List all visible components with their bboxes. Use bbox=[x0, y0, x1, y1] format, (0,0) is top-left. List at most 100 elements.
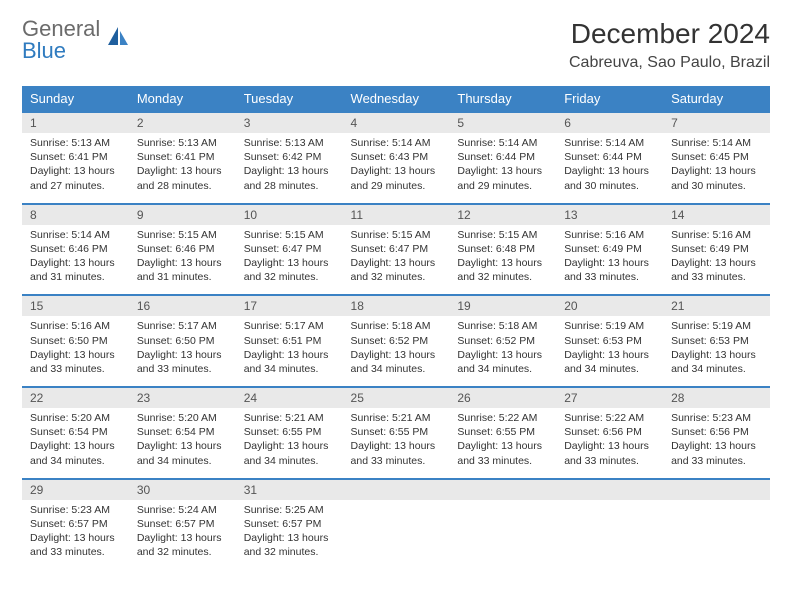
sunset-line: Sunset: 6:52 PM bbox=[351, 334, 442, 348]
sunset-line: Sunset: 6:55 PM bbox=[351, 425, 442, 439]
day-number: 31 bbox=[236, 480, 343, 500]
day-details: Sunrise: 5:14 AMSunset: 6:44 PMDaylight:… bbox=[556, 133, 663, 203]
daylight-line: Daylight: 13 hours and 33 minutes. bbox=[30, 531, 121, 559]
daylight-line: Daylight: 13 hours and 34 minutes. bbox=[671, 348, 762, 376]
daylight-line: Daylight: 13 hours and 33 minutes. bbox=[564, 439, 655, 467]
day-number: 12 bbox=[449, 205, 556, 225]
sunrise-line: Sunrise: 5:14 AM bbox=[671, 136, 762, 150]
sunrise-line: Sunrise: 5:13 AM bbox=[30, 136, 121, 150]
sunrise-line: Sunrise: 5:14 AM bbox=[30, 228, 121, 242]
sunset-line: Sunset: 6:47 PM bbox=[351, 242, 442, 256]
day-number: 28 bbox=[663, 388, 770, 408]
sunset-line: Sunset: 6:55 PM bbox=[457, 425, 548, 439]
calendar-cell: 28Sunrise: 5:23 AMSunset: 6:56 PMDayligh… bbox=[663, 387, 770, 479]
sunset-line: Sunset: 6:44 PM bbox=[564, 150, 655, 164]
daylight-line: Daylight: 13 hours and 30 minutes. bbox=[564, 164, 655, 192]
daylight-line: Daylight: 13 hours and 32 minutes. bbox=[244, 256, 335, 284]
day-details: Sunrise: 5:19 AMSunset: 6:53 PMDaylight:… bbox=[663, 316, 770, 386]
day-number: 10 bbox=[236, 205, 343, 225]
day-number: 16 bbox=[129, 296, 236, 316]
calendar-cell: 7Sunrise: 5:14 AMSunset: 6:45 PMDaylight… bbox=[663, 112, 770, 204]
calendar-cell: 6Sunrise: 5:14 AMSunset: 6:44 PMDaylight… bbox=[556, 112, 663, 204]
daylight-line: Daylight: 13 hours and 34 minutes. bbox=[244, 439, 335, 467]
calendar-cell: 9Sunrise: 5:15 AMSunset: 6:46 PMDaylight… bbox=[129, 204, 236, 296]
sunrise-line: Sunrise: 5:16 AM bbox=[564, 228, 655, 242]
day-details: Sunrise: 5:23 AMSunset: 6:57 PMDaylight:… bbox=[22, 500, 129, 570]
sunset-line: Sunset: 6:48 PM bbox=[457, 242, 548, 256]
daylight-line: Daylight: 13 hours and 33 minutes. bbox=[351, 439, 442, 467]
sunrise-line: Sunrise: 5:21 AM bbox=[244, 411, 335, 425]
calendar-cell: 30Sunrise: 5:24 AMSunset: 6:57 PMDayligh… bbox=[129, 479, 236, 570]
day-details: Sunrise: 5:22 AMSunset: 6:56 PMDaylight:… bbox=[556, 408, 663, 478]
sunset-line: Sunset: 6:54 PM bbox=[137, 425, 228, 439]
sunrise-line: Sunrise: 5:17 AM bbox=[244, 319, 335, 333]
calendar-cell: 29Sunrise: 5:23 AMSunset: 6:57 PMDayligh… bbox=[22, 479, 129, 570]
location-text: Cabreuva, Sao Paulo, Brazil bbox=[569, 54, 770, 72]
calendar-cell: 17Sunrise: 5:17 AMSunset: 6:51 PMDayligh… bbox=[236, 295, 343, 387]
sunrise-line: Sunrise: 5:25 AM bbox=[244, 503, 335, 517]
day-details: Sunrise: 5:13 AMSunset: 6:41 PMDaylight:… bbox=[22, 133, 129, 203]
daylight-line: Daylight: 13 hours and 32 minutes. bbox=[457, 256, 548, 284]
sunrise-line: Sunrise: 5:16 AM bbox=[671, 228, 762, 242]
day-details: Sunrise: 5:14 AMSunset: 6:43 PMDaylight:… bbox=[343, 133, 450, 203]
logo-text-blue: Blue bbox=[22, 38, 66, 63]
daylight-line: Daylight: 13 hours and 31 minutes. bbox=[30, 256, 121, 284]
calendar-cell: 10Sunrise: 5:15 AMSunset: 6:47 PMDayligh… bbox=[236, 204, 343, 296]
sunset-line: Sunset: 6:41 PM bbox=[137, 150, 228, 164]
weekday-header: Monday bbox=[129, 86, 236, 112]
calendar-cell: 27Sunrise: 5:22 AMSunset: 6:56 PMDayligh… bbox=[556, 387, 663, 479]
sunset-line: Sunset: 6:57 PM bbox=[30, 517, 121, 531]
sunset-line: Sunset: 6:52 PM bbox=[457, 334, 548, 348]
day-details: Sunrise: 5:19 AMSunset: 6:53 PMDaylight:… bbox=[556, 316, 663, 386]
sunset-line: Sunset: 6:50 PM bbox=[30, 334, 121, 348]
daylight-line: Daylight: 13 hours and 33 minutes. bbox=[30, 348, 121, 376]
sunrise-line: Sunrise: 5:19 AM bbox=[671, 319, 762, 333]
daylight-line: Daylight: 13 hours and 33 minutes. bbox=[671, 439, 762, 467]
day-details: Sunrise: 5:17 AMSunset: 6:50 PMDaylight:… bbox=[129, 316, 236, 386]
day-number: 3 bbox=[236, 113, 343, 133]
daylight-line: Daylight: 13 hours and 34 minutes. bbox=[30, 439, 121, 467]
daylight-line: Daylight: 13 hours and 32 minutes. bbox=[244, 531, 335, 559]
sunrise-line: Sunrise: 5:18 AM bbox=[351, 319, 442, 333]
sunset-line: Sunset: 6:46 PM bbox=[137, 242, 228, 256]
day-number: 5 bbox=[449, 113, 556, 133]
daylight-line: Daylight: 13 hours and 27 minutes. bbox=[30, 164, 121, 192]
calendar-cell: 14Sunrise: 5:16 AMSunset: 6:49 PMDayligh… bbox=[663, 204, 770, 296]
day-details: Sunrise: 5:15 AMSunset: 6:46 PMDaylight:… bbox=[129, 225, 236, 295]
day-number: 18 bbox=[343, 296, 450, 316]
daylight-line: Daylight: 13 hours and 30 minutes. bbox=[671, 164, 762, 192]
calendar-cell: 5Sunrise: 5:14 AMSunset: 6:44 PMDaylight… bbox=[449, 112, 556, 204]
calendar-cell-empty bbox=[663, 479, 770, 570]
logo: General Blue bbox=[22, 18, 130, 62]
calendar-cell: 4Sunrise: 5:14 AMSunset: 6:43 PMDaylight… bbox=[343, 112, 450, 204]
sunrise-line: Sunrise: 5:15 AM bbox=[137, 228, 228, 242]
day-details: Sunrise: 5:13 AMSunset: 6:42 PMDaylight:… bbox=[236, 133, 343, 203]
day-number: 2 bbox=[129, 113, 236, 133]
weekday-header-row: SundayMondayTuesdayWednesdayThursdayFrid… bbox=[22, 86, 770, 112]
day-number: 25 bbox=[343, 388, 450, 408]
calendar-cell: 2Sunrise: 5:13 AMSunset: 6:41 PMDaylight… bbox=[129, 112, 236, 204]
weekday-header: Thursday bbox=[449, 86, 556, 112]
day-number: 4 bbox=[343, 113, 450, 133]
sunrise-line: Sunrise: 5:24 AM bbox=[137, 503, 228, 517]
day-number: 14 bbox=[663, 205, 770, 225]
sunrise-line: Sunrise: 5:15 AM bbox=[351, 228, 442, 242]
sail-icon bbox=[104, 25, 130, 56]
daylight-line: Daylight: 13 hours and 33 minutes. bbox=[137, 348, 228, 376]
day-details: Sunrise: 5:20 AMSunset: 6:54 PMDaylight:… bbox=[22, 408, 129, 478]
sunrise-line: Sunrise: 5:14 AM bbox=[564, 136, 655, 150]
day-number: 8 bbox=[22, 205, 129, 225]
day-number: 15 bbox=[22, 296, 129, 316]
calendar-cell: 1Sunrise: 5:13 AMSunset: 6:41 PMDaylight… bbox=[22, 112, 129, 204]
sunrise-line: Sunrise: 5:22 AM bbox=[564, 411, 655, 425]
day-details: Sunrise: 5:18 AMSunset: 6:52 PMDaylight:… bbox=[449, 316, 556, 386]
day-number: 30 bbox=[129, 480, 236, 500]
calendar-row: 1Sunrise: 5:13 AMSunset: 6:41 PMDaylight… bbox=[22, 112, 770, 204]
day-number: 7 bbox=[663, 113, 770, 133]
sunrise-line: Sunrise: 5:13 AM bbox=[137, 136, 228, 150]
sunset-line: Sunset: 6:57 PM bbox=[244, 517, 335, 531]
daylight-line: Daylight: 13 hours and 33 minutes. bbox=[671, 256, 762, 284]
logo-text: General Blue bbox=[22, 18, 100, 62]
sunset-line: Sunset: 6:53 PM bbox=[564, 334, 655, 348]
daylight-line: Daylight: 13 hours and 31 minutes. bbox=[137, 256, 228, 284]
